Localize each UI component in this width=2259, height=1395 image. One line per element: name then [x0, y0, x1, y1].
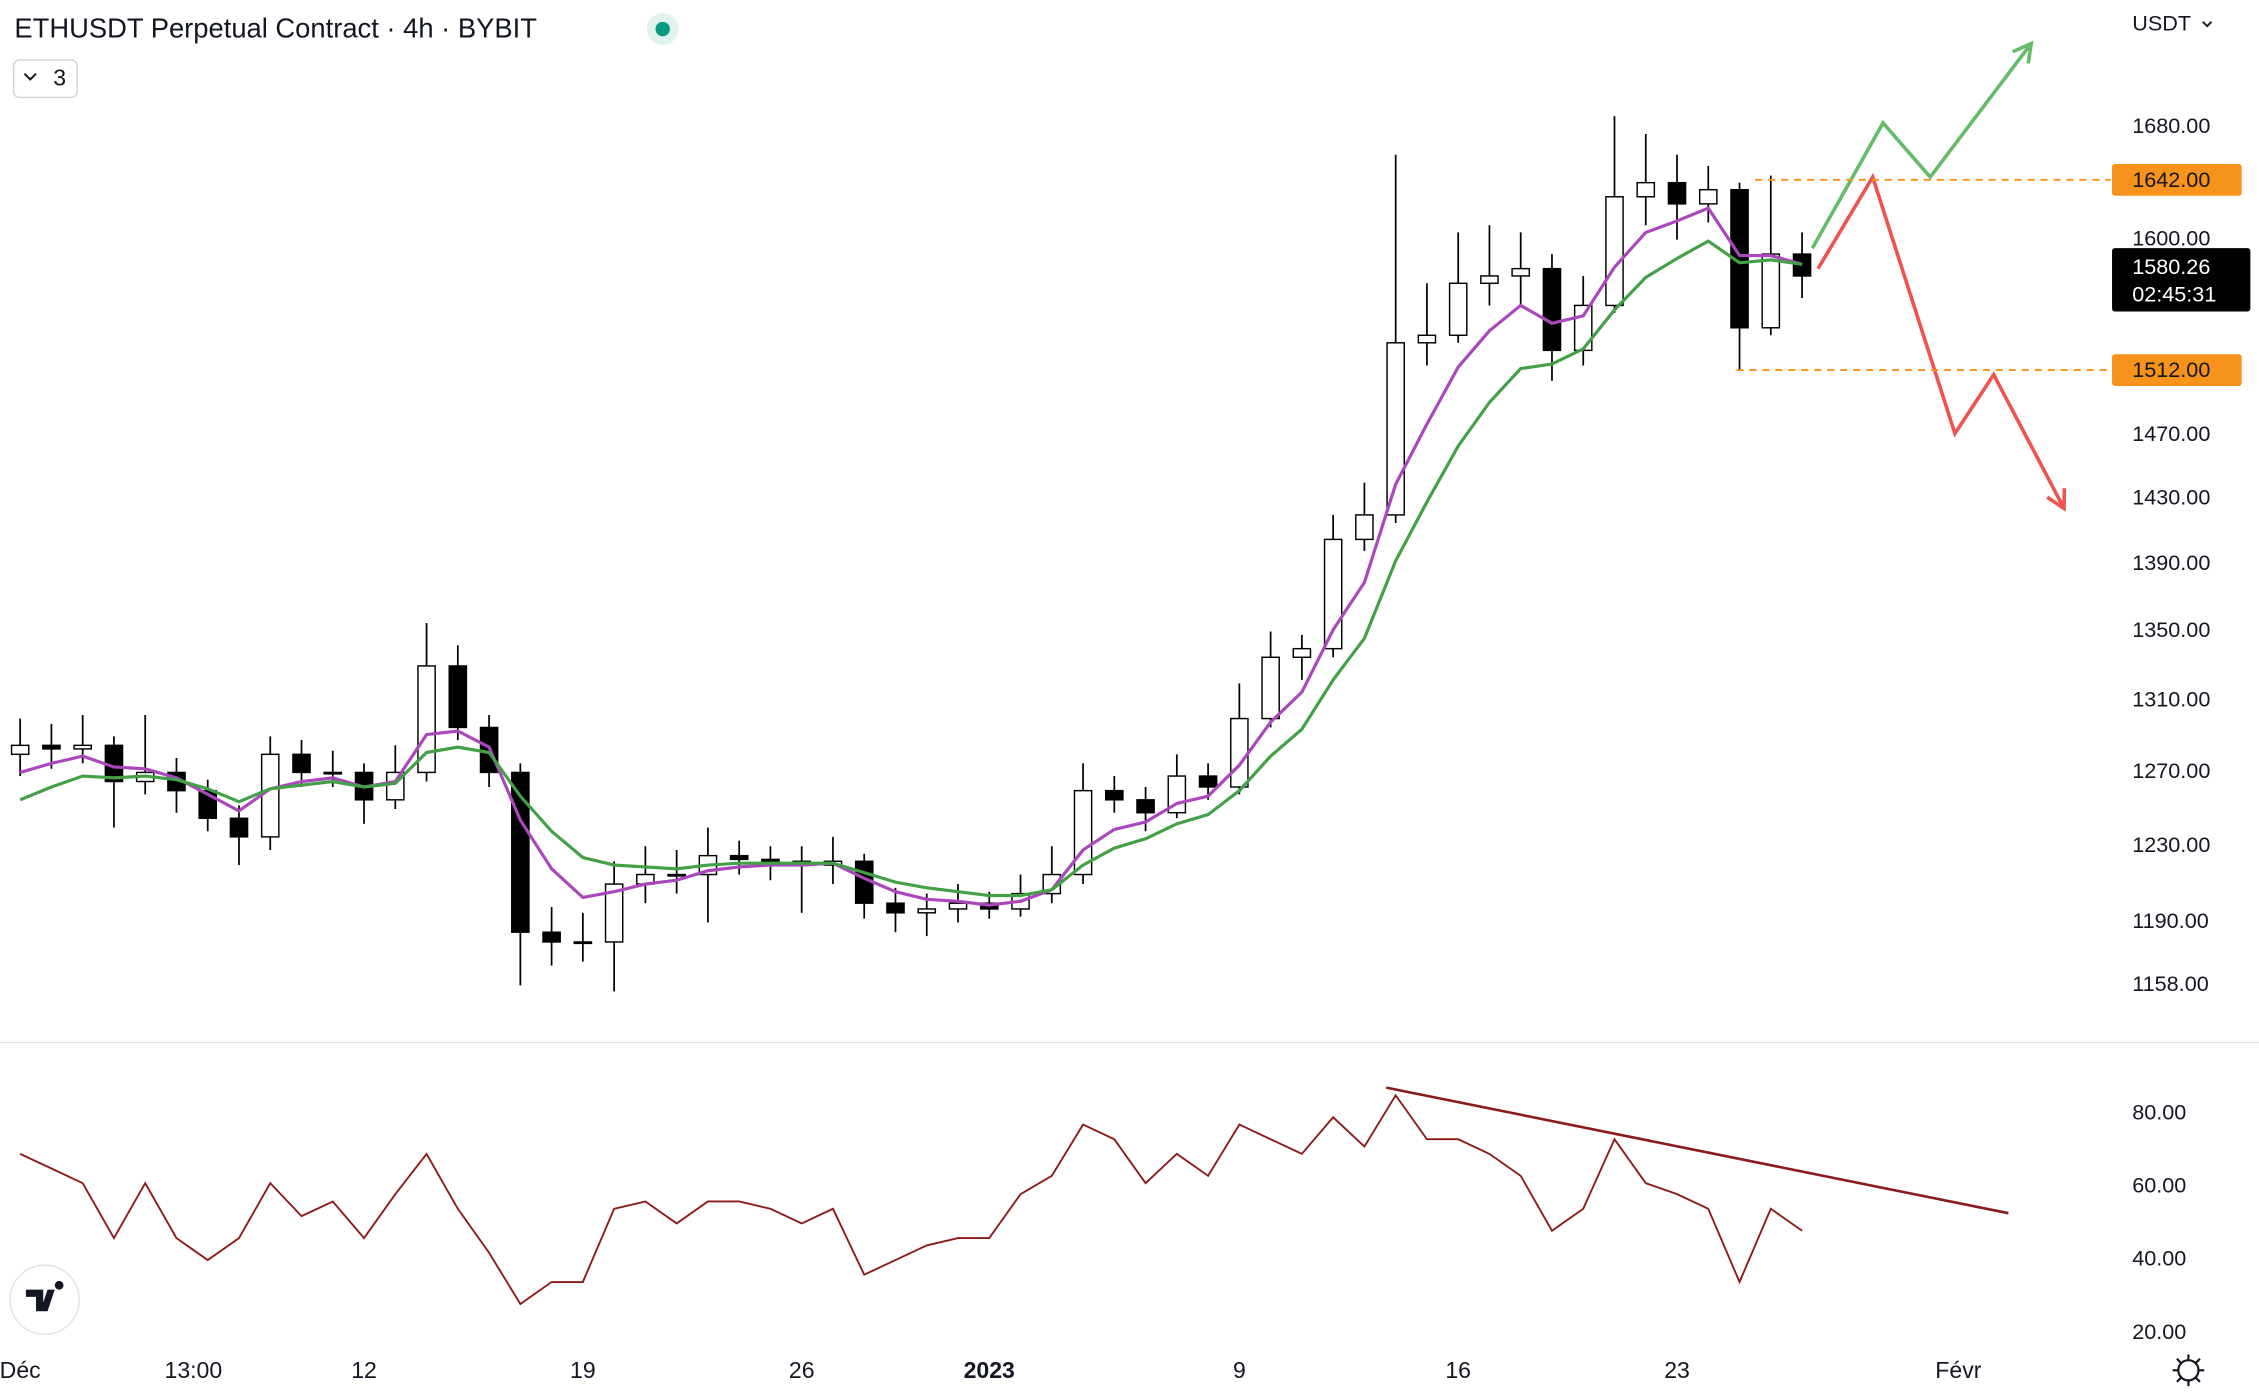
- candle-body: [1761, 253, 1781, 329]
- candle-body: [260, 753, 280, 838]
- x-tick-label: Déc: [0, 1357, 41, 1383]
- x-tick-label: 26: [789, 1357, 815, 1383]
- candle-body: [729, 854, 749, 861]
- candle-body: [886, 902, 905, 914]
- y-tick-label: 1430.00: [2132, 484, 2210, 509]
- projection-path: [1816, 172, 2066, 510]
- y-tick-label: 1270.00: [2132, 758, 2210, 783]
- price-label-box: [2112, 164, 2242, 196]
- candle-body: [761, 858, 780, 863]
- currency-label[interactable]: USDT: [2132, 10, 2191, 35]
- indicator-count: 3: [53, 65, 66, 91]
- y-tick-label: 80.00: [2132, 1099, 2186, 1124]
- candle-body: [417, 665, 436, 774]
- settings-icon-teeth: [2172, 1354, 2205, 1387]
- indicator-toggle[interactable]: [12, 59, 78, 99]
- candle-body: [1667, 181, 1687, 205]
- candle-body: [1136, 799, 1155, 814]
- candle-body: [1636, 181, 1656, 198]
- x-tick-label: 23: [1664, 1357, 1690, 1383]
- candle-body: [1230, 717, 1249, 788]
- candle-body: [73, 744, 93, 750]
- y-tick-label: 20.00: [2132, 1319, 2186, 1344]
- candle-body: [323, 771, 343, 775]
- candle-body: [292, 753, 311, 774]
- rsi-line: [19, 1093, 1803, 1306]
- candle-body: [604, 883, 624, 943]
- logo-icon: [25, 1280, 64, 1312]
- x-tick-label: 13:00: [165, 1357, 223, 1383]
- chevron-icon: [2202, 21, 2213, 28]
- price-label: 1512.00: [2132, 357, 2210, 382]
- candle-body: [542, 931, 561, 943]
- y-tick-label: 1390.00: [2132, 550, 2210, 575]
- projection-path: [1810, 42, 2033, 250]
- arrow-head: [2046, 488, 2067, 512]
- x-tick-label: 12: [351, 1357, 377, 1383]
- candle-body: [1511, 267, 1531, 277]
- price-label-box: [2112, 354, 2242, 386]
- candle-body: [573, 941, 593, 945]
- arrow-head: [2012, 40, 2034, 64]
- y-tick-label: 1190.00: [2132, 908, 2209, 933]
- y-tick-label: 1310.00: [2132, 687, 2210, 712]
- last-price-box: [2112, 248, 2251, 312]
- chevron-icon: [23, 72, 37, 81]
- candle-body: [948, 902, 968, 910]
- candle-body: [1261, 656, 1280, 720]
- x-tick-label: Févr: [1935, 1357, 1981, 1383]
- last-price-label: 1580.26: [2132, 254, 2210, 279]
- candle-body: [1386, 342, 1405, 516]
- x-tick-label: 9: [1233, 1357, 1246, 1383]
- candle-body: [448, 665, 468, 729]
- y-tick-label: 1230.00: [2132, 832, 2210, 857]
- candle-body: [1792, 253, 1812, 277]
- y-tick-label: 1158.00: [2132, 971, 2209, 996]
- candle-body: [1605, 196, 1624, 307]
- x-tick-label: 16: [1445, 1357, 1471, 1383]
- x-tick-label: 19: [570, 1357, 596, 1383]
- countdown-label: 02:45:31: [2132, 281, 2216, 306]
- candle-body: [1198, 775, 1218, 788]
- candle-body: [42, 744, 61, 750]
- chart-title: ETHUSDT Perpetual Contract · 4h · BYBIT: [14, 13, 537, 44]
- candle-body: [1542, 267, 1562, 352]
- y-tick-label: 1350.00: [2132, 617, 2210, 642]
- y-tick-label: 1470.00: [2132, 421, 2210, 446]
- candle-body: [1355, 514, 1374, 541]
- candle-body: [667, 873, 686, 877]
- candle-body: [1698, 188, 1718, 205]
- trend-line: [1386, 1086, 2009, 1215]
- y-tick-label: 1600.00: [2132, 225, 2210, 250]
- moving-average: [19, 206, 1803, 907]
- status-dot: [655, 21, 670, 37]
- candle-body: [1448, 282, 1468, 337]
- candle-body: [917, 908, 937, 914]
- candle-body: [1292, 647, 1312, 659]
- candle-body: [229, 817, 249, 838]
- price-label: 1642.00: [2132, 167, 2210, 192]
- y-tick-label: 60.00: [2132, 1173, 2186, 1198]
- y-tick-label: 40.00: [2132, 1246, 2186, 1271]
- moving-average: [19, 239, 1803, 898]
- candle-body: [1104, 789, 1124, 801]
- candle-body: [1480, 275, 1499, 285]
- candle-body: [1417, 334, 1437, 344]
- x-tick-label: 2023: [964, 1357, 1015, 1383]
- candle-body: [10, 744, 30, 756]
- y-tick-label: 1680.00: [2132, 113, 2210, 138]
